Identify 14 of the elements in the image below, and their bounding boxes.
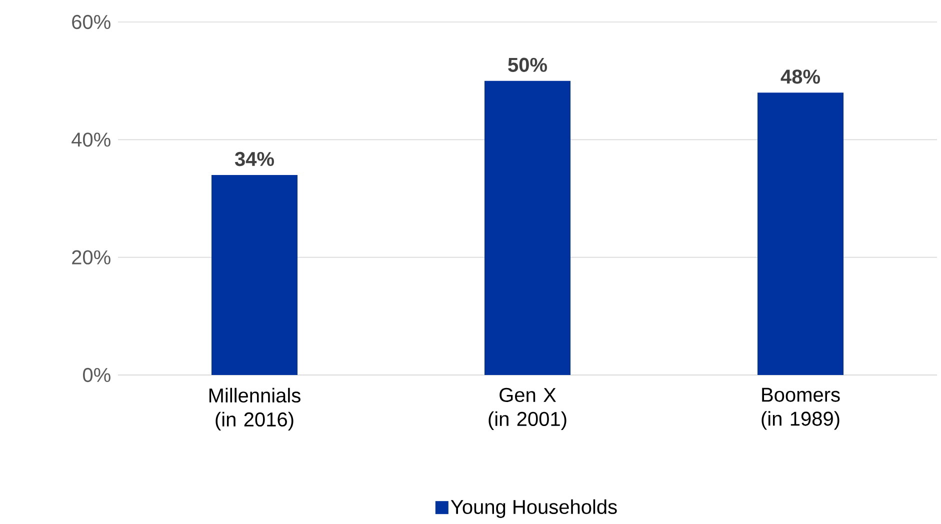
y-tick-label: 20% [72, 250, 110, 264]
y-tick-label: 40% [72, 132, 110, 147]
y-tick-label: 60% [72, 14, 110, 30]
data-label: 48% [780, 70, 820, 84]
x-tick-label: Gen X (in 2001) [488, 388, 566, 430]
x-tick-label: Boomers (in 1989) [762, 388, 840, 430]
data-label: 50% [508, 58, 547, 72]
bar [758, 92, 844, 375]
legend-label: Young Households [450, 499, 617, 518]
bar [212, 174, 298, 375]
y-tick-label: 0% [83, 368, 110, 382]
x-tick-label: Millennials (in 2016) [209, 388, 300, 430]
data-label: 34% [234, 152, 274, 166]
bar [484, 80, 571, 375]
